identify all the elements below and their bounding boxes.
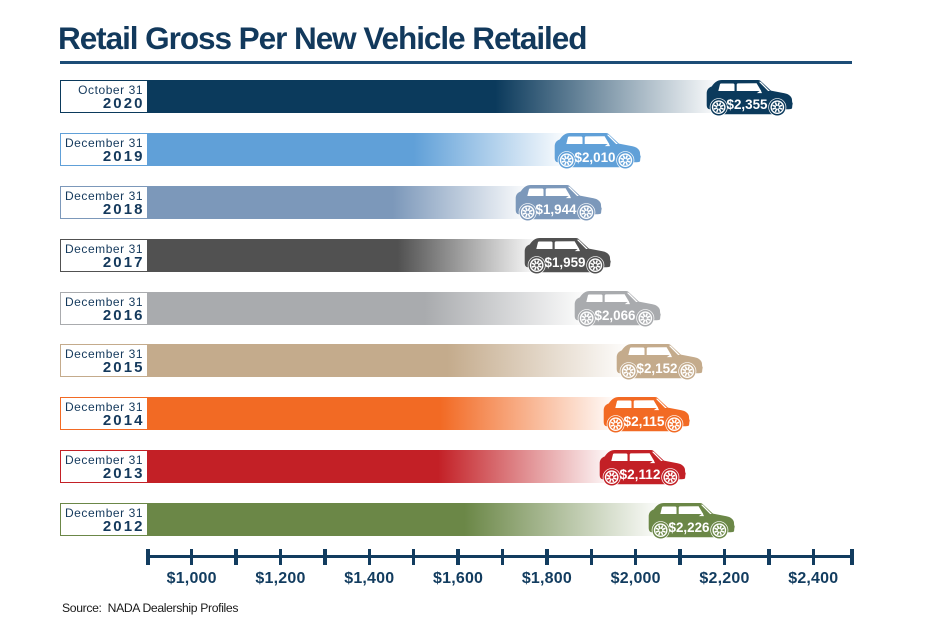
svg-text:$2,152: $2,152 [636, 361, 677, 377]
svg-text:$2,112: $2,112 [620, 467, 661, 483]
svg-text:$2,115: $2,115 [623, 414, 664, 430]
svg-text:$2,010: $2,010 [575, 150, 616, 166]
svg-text:$2,066: $2,066 [595, 308, 636, 324]
svg-text:$1,944: $1,944 [536, 202, 577, 218]
svg-text:$2,226: $2,226 [668, 520, 709, 536]
svg-text:$2,355: $2,355 [726, 97, 767, 113]
svg-text:$1,959: $1,959 [544, 255, 585, 271]
